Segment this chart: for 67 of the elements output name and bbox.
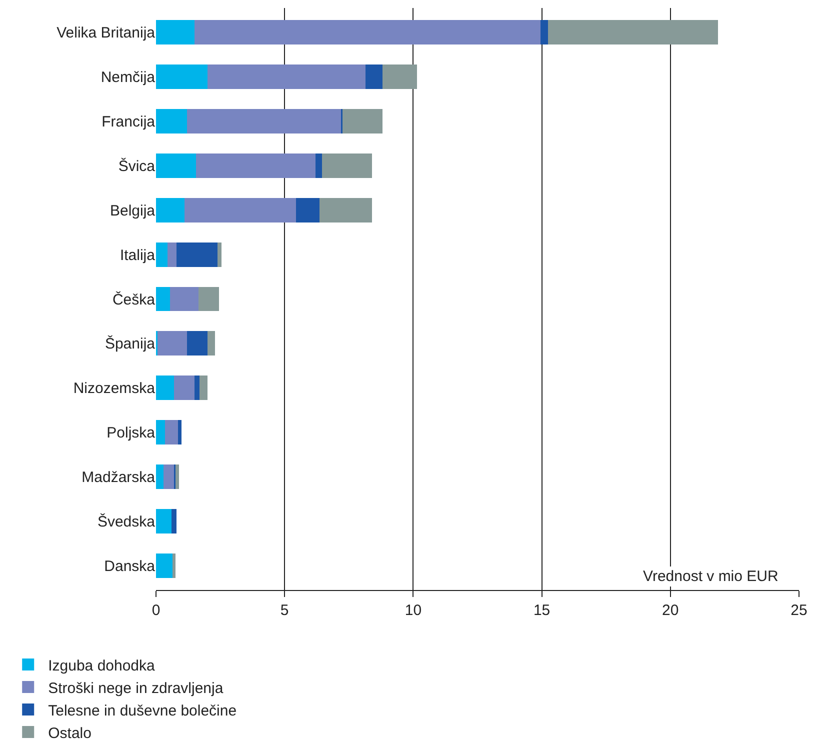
bar (319, 198, 372, 222)
y-tick-label: Nemčija (100, 69, 156, 86)
y-tick-label: Italija (120, 246, 156, 264)
x-tick-label: 15 (533, 602, 550, 620)
bar (156, 154, 196, 178)
y-tick-label: Velika Britanija (56, 24, 156, 42)
bar (548, 20, 718, 45)
bar (315, 154, 322, 178)
y-tick-label: Belgija (110, 202, 156, 220)
bar (170, 286, 198, 312)
y-tick-label: Nizozemska (73, 380, 156, 398)
bar (194, 20, 541, 45)
bar (174, 376, 195, 400)
bar (218, 242, 222, 267)
bar (178, 420, 182, 444)
bar (540, 20, 548, 45)
bar (342, 109, 382, 134)
x-tick-label: 20 (662, 602, 679, 620)
bar (156, 20, 195, 45)
bar (156, 242, 168, 267)
bar (165, 420, 178, 444)
bar (168, 242, 177, 267)
x-tick-label: 25 (790, 602, 808, 620)
x-tick-label: 10 (404, 602, 422, 620)
bar (176, 242, 218, 267)
bar (207, 64, 366, 90)
bar (196, 154, 316, 178)
bar (296, 198, 320, 222)
bar (156, 376, 174, 400)
y-tick-label: Madžarska (82, 468, 156, 486)
y-tick-label: Poljska (106, 424, 156, 442)
y-tick-label: Danska (104, 558, 156, 575)
bar (186, 109, 342, 134)
bar (194, 376, 200, 400)
bar (156, 64, 208, 90)
bar (156, 286, 170, 312)
bar (157, 331, 187, 356)
x-tick-label: 0 (152, 602, 160, 620)
bar (156, 553, 173, 578)
bar (382, 64, 418, 90)
x-tick-label: 5 (280, 602, 289, 620)
y-tick-label: Švedska (97, 512, 156, 530)
bar (156, 198, 184, 222)
y-tick-label: Francija (102, 114, 156, 131)
bar (171, 508, 177, 534)
bar (184, 198, 296, 222)
x-axis-title: Vrednost v mio EUR (643, 568, 778, 585)
y-tick-label: Španija (104, 334, 156, 353)
legend-label: Ostalo (48, 724, 92, 742)
legend-label: Stroški nege in zdravljenja (48, 680, 224, 697)
legend-label: Izguba dohodka (48, 657, 156, 674)
bar (175, 464, 180, 489)
bar (200, 376, 208, 400)
bar (156, 464, 164, 489)
bar (164, 464, 174, 489)
bar (186, 331, 208, 356)
bar (156, 109, 187, 134)
y-tick-label: Češka (112, 290, 156, 308)
bar (172, 553, 176, 578)
bar (156, 420, 165, 444)
bar (366, 64, 382, 90)
y-tick-label: Švica (118, 156, 156, 175)
legend-label: Telesne in duševne bolečine (48, 702, 237, 720)
bar (156, 508, 172, 534)
bar (198, 286, 220, 312)
bar (207, 331, 216, 356)
bar (322, 154, 372, 178)
